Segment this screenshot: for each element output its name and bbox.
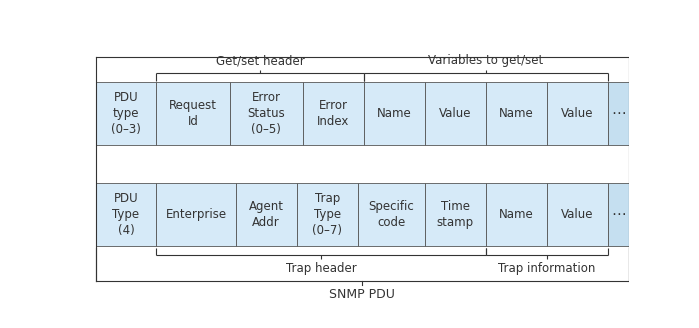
Bar (486, 183, 547, 246)
Text: Variables to get/set: Variables to get/set (428, 54, 543, 67)
Text: Specific
code: Specific code (368, 200, 414, 229)
Text: ⋯: ⋯ (611, 207, 626, 222)
Text: Error
Index: Error Index (317, 99, 350, 128)
Text: SNMP PDU: SNMP PDU (329, 288, 395, 301)
Text: Time
stamp: Time stamp (437, 200, 474, 229)
Bar (425, 183, 486, 246)
Bar (297, 183, 358, 246)
Bar (607, 183, 629, 246)
Text: Trap
Type
(0–7): Trap Type (0–7) (312, 193, 343, 237)
Bar (607, 82, 629, 145)
Text: Get/set header: Get/set header (216, 54, 305, 67)
Bar (486, 82, 547, 145)
Text: Name: Name (499, 208, 533, 221)
Bar (303, 82, 363, 145)
Text: Value: Value (561, 107, 593, 120)
Text: Request
Id: Request Id (169, 99, 217, 128)
Text: Error
Status
(0–5): Error Status (0–5) (247, 92, 285, 136)
Text: Agent
Addr: Agent Addr (249, 200, 284, 229)
Text: Trap information: Trap information (498, 262, 596, 276)
Text: Trap header: Trap header (286, 262, 356, 276)
Text: PDU
Type
(4): PDU Type (4) (113, 193, 140, 237)
Text: Name: Name (499, 107, 533, 120)
Bar (363, 82, 425, 145)
Text: PDU
type
(0–3): PDU type (0–3) (111, 92, 141, 136)
Bar (230, 82, 303, 145)
Bar (425, 82, 486, 145)
Text: Enterprise: Enterprise (166, 208, 226, 221)
Bar (236, 183, 297, 246)
Text: Name: Name (377, 107, 412, 120)
Bar (157, 183, 236, 246)
Bar (358, 183, 425, 246)
Bar (547, 82, 607, 145)
Text: ⋯: ⋯ (611, 106, 626, 121)
Text: Value: Value (439, 107, 472, 120)
Bar (547, 183, 607, 246)
Bar (157, 82, 230, 145)
Text: Value: Value (561, 208, 593, 221)
Bar (96, 183, 157, 246)
Bar (96, 82, 157, 145)
